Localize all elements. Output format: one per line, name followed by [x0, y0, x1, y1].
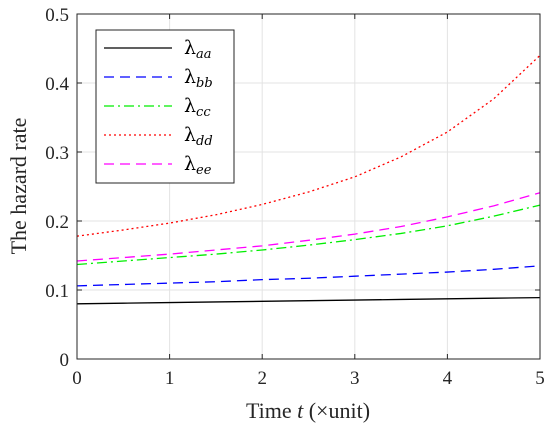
ticks [76, 13, 541, 360]
x-tick-label: 0 [72, 368, 82, 389]
y-tick-labels: 0 0.1 0.2 0.3 0.4 0.5 [45, 5, 69, 371]
x-axis-label-suffix: (×unit) [303, 398, 370, 423]
x-tick-label: 2 [257, 368, 267, 389]
y-tick-label: 0.1 [45, 281, 69, 302]
x-axis-label: Time t (×unit) [246, 398, 370, 423]
legend-symbol: λ [184, 66, 196, 88]
legend-label-dd: λdd [184, 124, 213, 149]
legend-subscript: aa [196, 47, 212, 62]
legend-label-cc: λcc [184, 95, 211, 120]
series-line-aa [76, 296, 541, 305]
legend-subscript: bb [196, 76, 213, 91]
legend-symbol: λ [184, 153, 196, 175]
x-tick-label: 4 [443, 368, 453, 389]
legend-symbol: λ [184, 124, 196, 146]
legend-symbol: λ [184, 95, 196, 117]
y-tick-label: 0.3 [45, 143, 69, 164]
plot-frame [76, 13, 541, 360]
grid [76, 13, 541, 360]
y-tick-label: 0.4 [45, 74, 69, 95]
x-axis-label-prefix: Time [246, 398, 297, 423]
x-tick-labels: 0 1 2 3 4 5 [72, 368, 545, 389]
legend-subscript: cc [196, 105, 211, 120]
x-tick-label: 1 [165, 368, 175, 389]
legend-subscript: dd [196, 134, 213, 149]
series-line-bb [76, 265, 541, 287]
legend-label-aa: λaa [184, 37, 212, 62]
y-tick-label: 0.2 [45, 212, 69, 233]
series-layer [76, 54, 541, 305]
y-axis-label: The hazard rate [6, 118, 31, 255]
series-line-dd [76, 54, 541, 237]
x-tick-label: 3 [350, 368, 360, 389]
series-line-ee [76, 192, 541, 262]
legend-label-bb: λbb [184, 66, 213, 91]
y-tick-label: 0 [60, 350, 70, 371]
x-tick-label: 5 [535, 368, 545, 389]
legend-subscript: ee [196, 163, 212, 178]
legend-symbol: λ [184, 37, 196, 59]
x-axis-label-variable: t [297, 398, 304, 423]
legend-label-ee: λee [184, 153, 212, 178]
y-tick-label: 0.5 [45, 5, 69, 26]
series-line-cc [76, 204, 541, 266]
